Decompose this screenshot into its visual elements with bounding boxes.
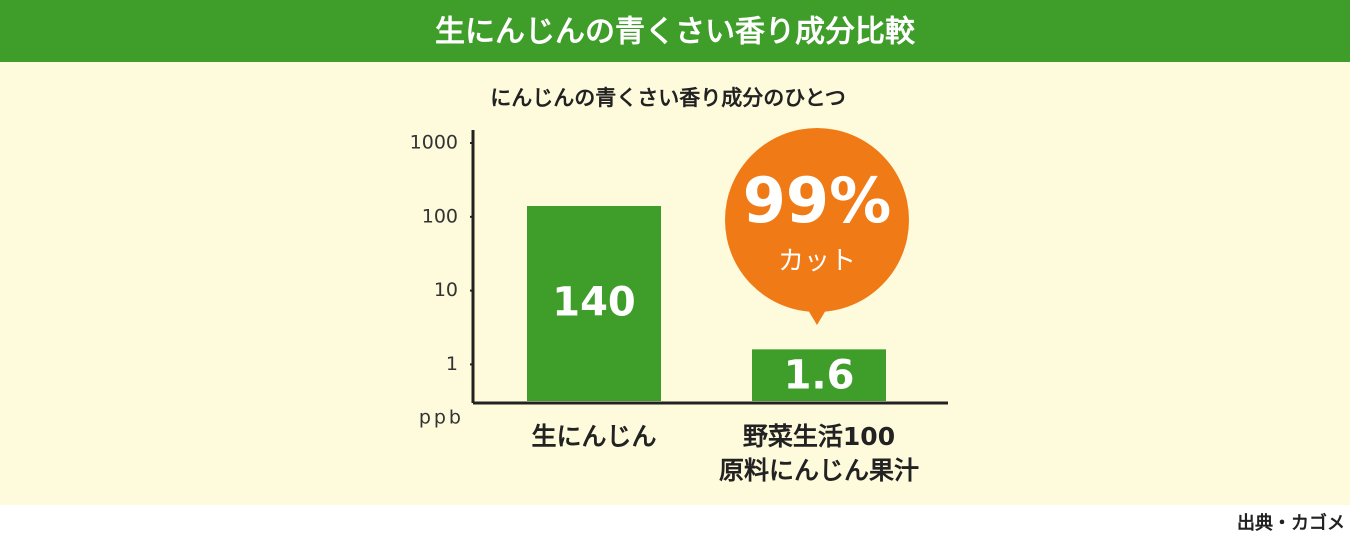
callout-circle <box>725 128 909 312</box>
chart-background <box>0 62 1350 505</box>
subtitle: にんじんの青くさい香り成分のひとつ <box>490 86 846 110</box>
value-label: 1.6 <box>784 352 855 398</box>
bar <box>752 349 886 401</box>
y-tick-label: 1000 <box>410 131 458 153</box>
callout-value: 99% <box>743 164 891 237</box>
x-tick-label: 野菜生活100 原料にんじん果汁 <box>718 422 919 485</box>
source: 出典・カゴメ <box>1237 512 1345 534</box>
header-bar <box>0 0 1350 62</box>
x-tick-label: 生にんじん <box>531 422 657 451</box>
y-unit: ppb <box>419 407 464 429</box>
y-tick-label: 1 <box>446 353 458 375</box>
bar <box>527 206 661 401</box>
value-label: 140 <box>552 280 636 326</box>
y-tick-label: 100 <box>422 205 458 227</box>
y-tick-label: 10 <box>434 279 458 301</box>
callout: 99% カット <box>725 128 909 325</box>
title: 生にんじんの青くさい香り成分比較 <box>435 15 916 50</box>
callout-text: カット <box>778 247 856 277</box>
